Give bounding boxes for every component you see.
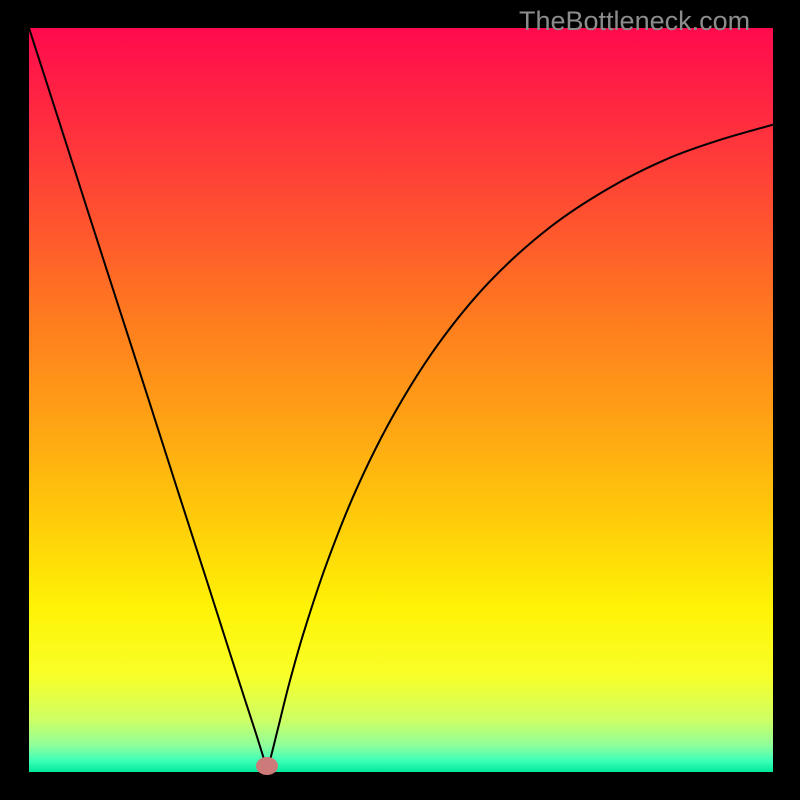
plot-area <box>29 28 773 772</box>
minimum-marker <box>256 757 278 775</box>
plot-svg <box>29 28 773 772</box>
watermark-text: TheBottleneck.com <box>519 6 750 37</box>
chart-canvas: TheBottleneck.com <box>0 0 800 800</box>
